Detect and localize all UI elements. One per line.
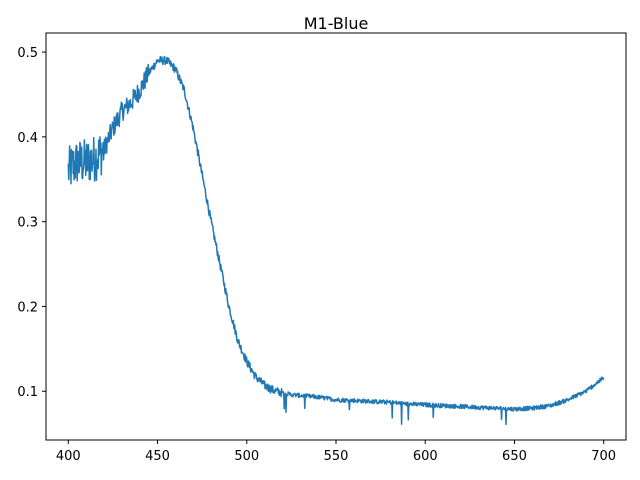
y-tick-label: 0.1 (17, 385, 38, 400)
y-tick-label: 0.5 (17, 46, 38, 61)
chart-title: M1-Blue (304, 14, 369, 33)
y-tick-label: 0.2 (17, 300, 38, 315)
x-tick-label: 600 (413, 449, 438, 464)
x-tick-label: 450 (145, 449, 170, 464)
x-tick-label: 550 (324, 449, 349, 464)
y-tick-label: 0.3 (17, 216, 38, 231)
x-tick-label: 700 (591, 449, 616, 464)
x-tick-label: 650 (502, 449, 527, 464)
y-tick-label: 0.4 (17, 131, 38, 146)
x-tick-label: 500 (234, 449, 259, 464)
series-line (67, 55, 605, 426)
x-tick-label: 400 (56, 449, 81, 464)
